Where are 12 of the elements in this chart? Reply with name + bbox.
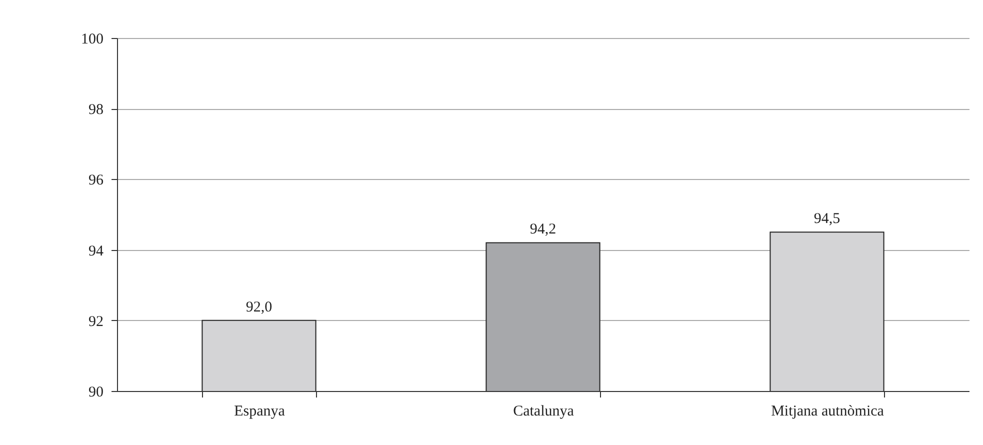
- y-tick-label: 100: [81, 32, 104, 48]
- y-tick-label: 92: [88, 314, 104, 330]
- y-tick-label: 96: [88, 172, 104, 189]
- x-tick-label: Mitjana autnòmica: [771, 404, 884, 420]
- y-tick-label: 98: [88, 102, 104, 118]
- data-label: 94,2: [530, 222, 556, 238]
- x-tick-label: Catalunya: [513, 404, 574, 420]
- data-label: 92,0: [246, 299, 272, 316]
- data-label: 94,5: [814, 211, 840, 228]
- y-tick-label: 94: [88, 243, 104, 260]
- y-tick-label: 90: [88, 384, 104, 400]
- x-tick-label: Espanya: [234, 404, 286, 420]
